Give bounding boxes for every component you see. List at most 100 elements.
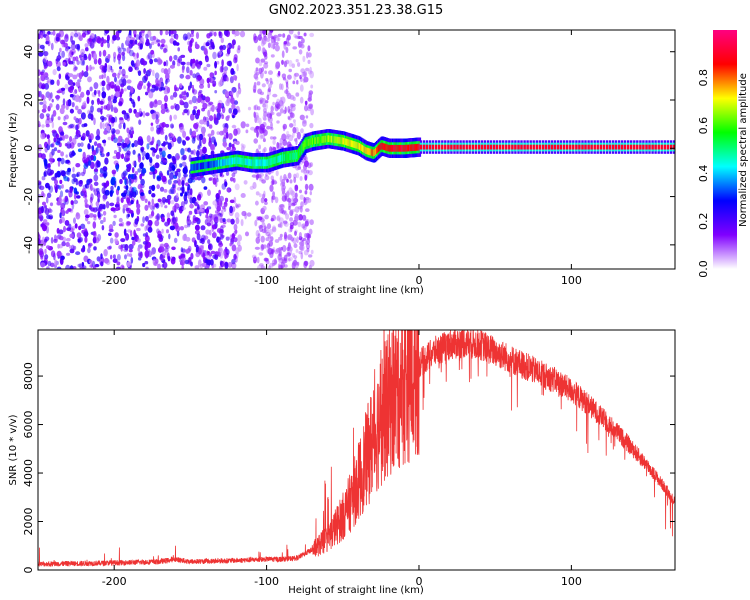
- spectrogram-noise-dot: [136, 227, 141, 232]
- spectrogram-noise-dot: [208, 243, 212, 250]
- spectrogram-noise-dot: [55, 103, 60, 111]
- spectrogram-noise-dot: [93, 181, 99, 186]
- spectrogram-noise-dot: [170, 123, 174, 129]
- spectrogram-x-ticks: -200 -100 0 100: [102, 30, 582, 287]
- spectrogram-noise-dot: [279, 83, 282, 90]
- spectrogram-noise-dot: [179, 73, 185, 79]
- spectrogram-noise-dot: [179, 99, 184, 105]
- spectrogram-noise-dot: [98, 50, 102, 57]
- spectrogram-noise-dot: [164, 205, 168, 209]
- spectrogram-noise-dot: [170, 257, 176, 265]
- spectrogram-noise-dot: [128, 163, 132, 171]
- spectrogram-noise-dot: [80, 48, 85, 57]
- spectrogram-noise-dot: [122, 207, 126, 214]
- spectrogram-noise-dot: [75, 56, 79, 62]
- spectrogram-noise-dot: [212, 44, 215, 50]
- spectrogram-noise-dot: [191, 132, 196, 136]
- spectrogram-signal-cell: [651, 144, 654, 150]
- spectrogram-signal-cell: [617, 144, 621, 150]
- spectrogram-noise-dot: [293, 197, 299, 203]
- spectrogram-noise-dot: [283, 174, 287, 181]
- spectrogram-signal-cell: [645, 144, 648, 150]
- spectrogram-noise-dot: [70, 35, 73, 43]
- spectrogram-noise-dot: [225, 99, 230, 107]
- spectrogram-noise-dot: [292, 119, 296, 123]
- spectrogram-noise-dot: [109, 65, 113, 71]
- spectrogram-noise-dot: [53, 147, 58, 152]
- y-tick-label: 8000: [22, 362, 35, 390]
- spectrogram-signal-cell: [453, 144, 456, 150]
- spectrogram-noise-dot: [266, 37, 271, 42]
- spectrogram-noise-dot: [306, 51, 309, 59]
- spectrogram-noise-dot: [294, 35, 299, 39]
- spectrogram-noise-dot: [293, 73, 297, 81]
- spectrogram-noise-dot: [174, 103, 180, 111]
- spectrogram-noise-dot: [58, 51, 61, 57]
- spectrogram-noise-dot: [298, 236, 302, 241]
- spectrogram-noise-dot: [277, 33, 282, 38]
- spectrogram-noise-dot: [193, 106, 198, 110]
- spectrogram-noise-dot: [172, 60, 176, 67]
- spectrogram-noise-dot: [209, 72, 214, 78]
- colorbar: 0.00.20.40.60.8 Normalized spectral ampl…: [697, 30, 749, 278]
- spectrogram-noise-dot: [126, 197, 131, 204]
- spectrogram-noise-dot: [151, 198, 154, 205]
- spectrogram-noise-dot: [189, 188, 193, 196]
- spectrogram-noise-dot: [233, 223, 238, 231]
- spectrogram-noise-dot: [291, 202, 296, 207]
- spectrogram-noise-dot: [109, 190, 113, 197]
- spectrogram-noise-dot: [152, 69, 155, 77]
- spectrogram-noise-dot: [298, 35, 303, 40]
- spectrogram-noise-dot: [89, 86, 93, 92]
- spectrogram-noise-dot: [145, 33, 149, 40]
- spectrogram-noise-dot: [303, 237, 307, 242]
- spectrogram-noise-dot: [117, 142, 122, 146]
- spectrogram-signal-cell: [620, 144, 624, 150]
- spectrogram-noise-dot: [107, 64, 112, 73]
- spectrogram-noise-dot: [196, 63, 201, 69]
- spectrogram-noise-dot: [100, 153, 105, 158]
- spectrogram-signal-cell: [666, 144, 669, 150]
- spectrogram-signal-cell: [639, 144, 642, 150]
- spectrogram-signal-cell: [441, 144, 444, 150]
- spectrogram-noise-dot: [228, 107, 233, 114]
- spectrogram-noise-dot: [66, 159, 70, 164]
- spectrogram-noise-dot: [153, 58, 159, 63]
- spectrogram-noise-dot: [38, 143, 42, 152]
- spectrogram-noise-dot: [263, 257, 269, 262]
- spectrogram-noise-dot: [126, 85, 132, 91]
- spectrogram-noise-dot: [287, 234, 293, 239]
- spectrogram-noise-dot: [91, 37, 96, 43]
- spectrogram-signal-cell: [450, 144, 453, 150]
- spectrogram-noise-dot: [270, 249, 275, 253]
- spectrogram-noise-dot: [112, 34, 117, 41]
- spectrogram-noise-dot: [72, 74, 78, 80]
- spectrogram-noise-dot: [89, 138, 92, 143]
- spectrogram-noise-dot: [255, 57, 260, 64]
- spectrogram-noise-dot: [136, 203, 141, 209]
- spectrogram-noise-dot: [51, 114, 54, 122]
- spectrogram-noise-dot: [261, 37, 267, 45]
- spectrogram-noise-dot: [283, 231, 288, 240]
- spectrogram-noise-dot: [269, 136, 274, 140]
- spectrogram-noise-dot: [140, 223, 145, 227]
- spectrogram-noise-dot: [82, 102, 86, 108]
- spectrogram-noise-dot: [253, 128, 258, 133]
- spectrogram-noise-dot: [295, 92, 300, 97]
- spectrogram-noise-dot: [101, 91, 107, 99]
- spectrogram-noise-dot: [105, 57, 110, 64]
- spectrogram-noise-dot: [157, 43, 161, 47]
- spectrogram-noise-dot: [283, 42, 287, 50]
- spectrogram-noise-dot: [38, 123, 41, 128]
- spectrogram-signal-cell: [499, 144, 502, 150]
- spectrogram-noise-dot: [274, 196, 279, 204]
- spectrogram-noise-dot: [213, 216, 219, 224]
- spectrogram-noise-dot: [92, 231, 96, 236]
- spectrogram-noise-dot: [65, 154, 68, 158]
- spectrogram-noise-dot: [252, 181, 257, 190]
- spectrogram-noise-dot: [149, 58, 154, 65]
- spectrogram-noise-dot: [292, 126, 297, 134]
- spectrogram-noise-dot: [280, 83, 284, 91]
- spectrogram-noise-dot: [126, 261, 131, 268]
- spectrogram-noise-dot: [46, 245, 51, 250]
